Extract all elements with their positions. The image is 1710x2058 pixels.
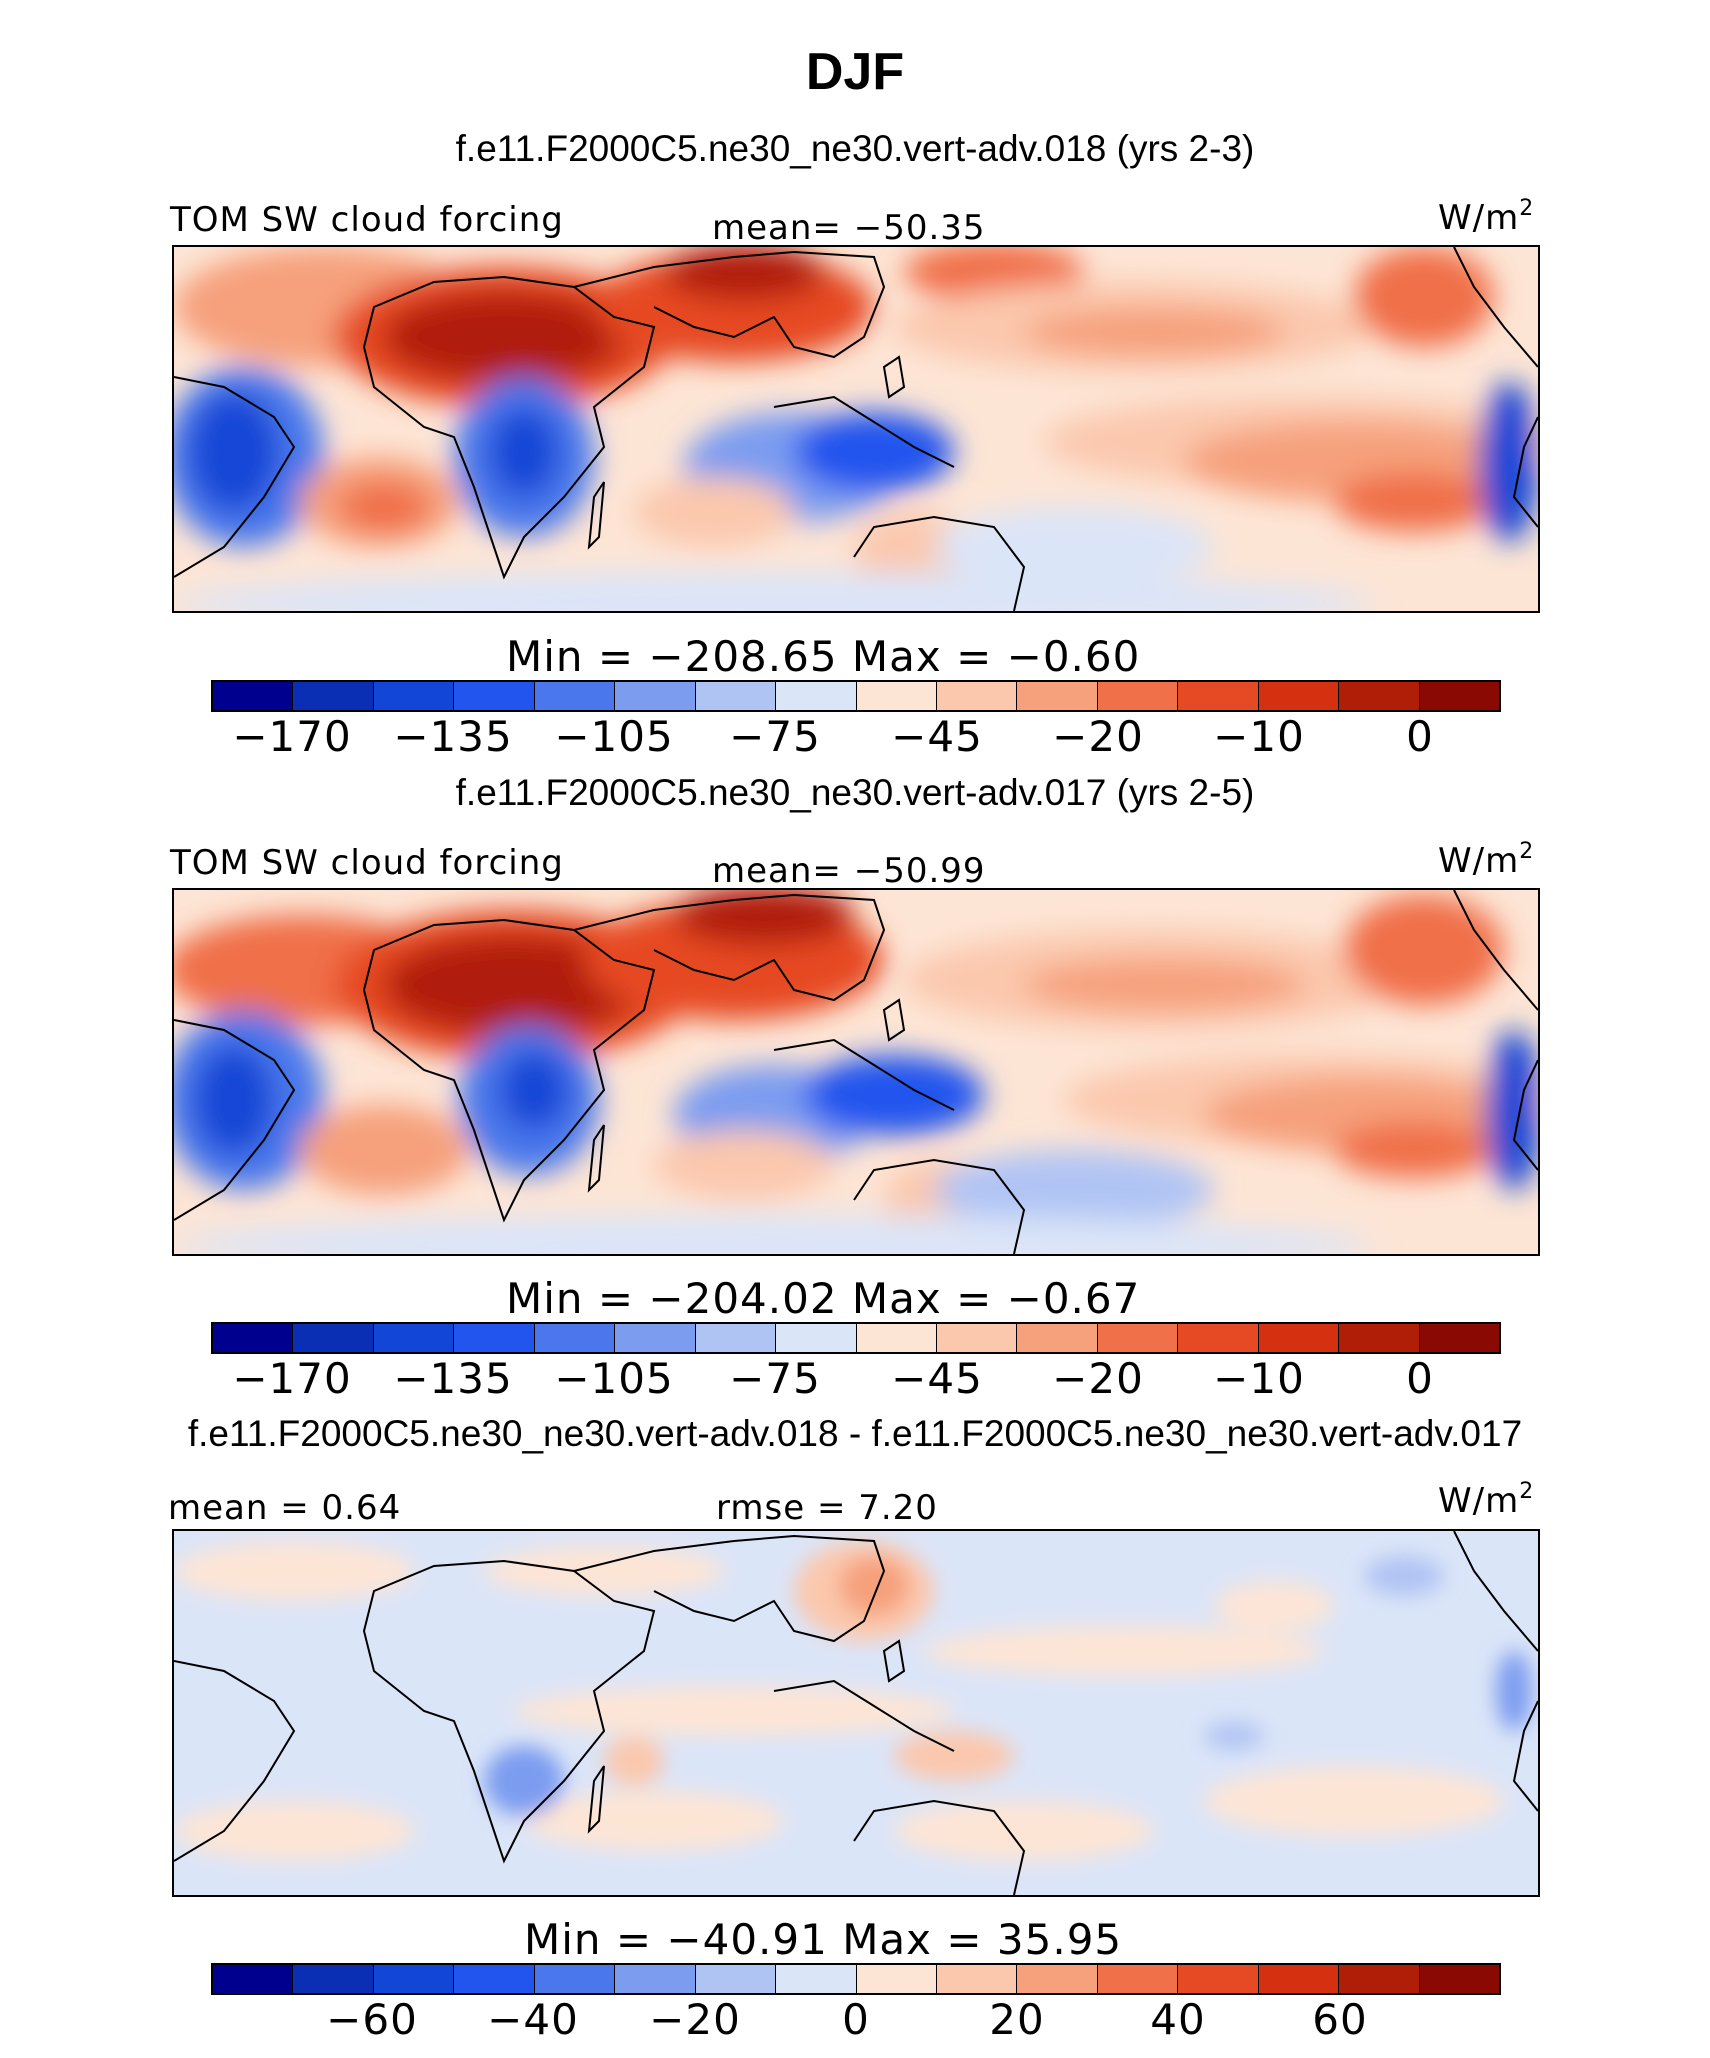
colorbar-swatch: [1258, 1324, 1340, 1352]
colorbar-swatch: [776, 1324, 857, 1352]
figure-title: DJF: [805, 43, 905, 101]
colorbar-swatch: [534, 1965, 616, 1993]
panel-2-colorbar-ticks: −170 −135 −105 −75 −45 −20 −10 0: [0, 1354, 1710, 1410]
colorbar-swatch: [856, 1324, 937, 1352]
panel-1-map: [172, 245, 1540, 613]
panel-2-units: W/m2: [1438, 839, 1535, 881]
colorbar-swatch: [695, 682, 777, 710]
colorbar-swatch: [373, 1965, 455, 1993]
colorbar-swatch: [615, 1324, 696, 1352]
colorbar-tick: −105: [554, 1354, 674, 1403]
colorbar-swatch: [213, 682, 294, 710]
colorbar-tick: −135: [393, 1354, 513, 1403]
panel-3-map: [172, 1529, 1540, 1897]
colorbar-swatch: [1419, 1324, 1499, 1352]
colorbar-swatch: [1419, 682, 1499, 710]
colorbar-swatch: [373, 1324, 455, 1352]
colorbar-tick: −40: [487, 1995, 579, 2044]
colorbar-swatch: [695, 1324, 777, 1352]
colorbar-tick: −105: [554, 712, 674, 761]
colorbar-tick: −20: [649, 1995, 741, 2044]
colorbar-swatch: [1017, 1965, 1098, 1993]
colorbar-swatch: [1339, 1324, 1420, 1352]
colorbar-swatch: [856, 1965, 937, 1993]
colorbar-swatch: [776, 1965, 857, 1993]
colorbar-swatch: [1258, 682, 1340, 710]
colorbar-swatch: [776, 682, 857, 710]
panel-2-variable-label: TOM SW cloud forcing: [170, 843, 564, 883]
colorbar-swatch: [373, 682, 455, 710]
colorbar-swatch: [1097, 1324, 1179, 1352]
panel-3-units: W/m2: [1438, 1479, 1535, 1521]
colorbar-swatch: [454, 682, 535, 710]
panel-3-rmse-label: rmse = 7.20: [716, 1488, 938, 1528]
colorbar-tick: 40: [1150, 1995, 1206, 2044]
colorbar-swatch: [1097, 682, 1179, 710]
colorbar-tick: 20: [989, 1995, 1045, 2044]
colorbar-swatch: [454, 1324, 535, 1352]
colorbar-tick: 0: [1406, 1354, 1434, 1403]
colorbar-swatch: [615, 1965, 696, 1993]
colorbar-swatch: [1178, 682, 1259, 710]
colorbar-swatch: [534, 682, 616, 710]
colorbar-tick: 0: [842, 1995, 870, 2044]
colorbar-tick: −10: [1213, 1354, 1305, 1403]
colorbar-tick: 60: [1312, 1995, 1368, 2044]
panel-2-min-max: Min = −204.02 Max = −0.67: [506, 1274, 1141, 1323]
colorbar-swatch: [936, 682, 1018, 710]
colorbar-tick: −45: [891, 712, 983, 761]
colorbar-tick: −75: [729, 1354, 821, 1403]
colorbar-swatch: [213, 1324, 294, 1352]
colorbar-tick: −60: [326, 1995, 418, 2044]
colorbar-swatch: [615, 682, 696, 710]
panel-3-title: f.e11.F2000C5.ne30_ne30.vert-adv.018 - f…: [187, 1413, 1523, 1454]
colorbar-swatch: [213, 1965, 294, 1993]
colorbar-tick: −135: [393, 712, 513, 761]
panel-2-title: f.e11.F2000C5.ne30_ne30.vert-adv.017 (yr…: [455, 772, 1255, 813]
colorbar-swatch: [1419, 1965, 1499, 1993]
panel-1-units: W/m2: [1438, 196, 1535, 238]
colorbar-swatch: [293, 1324, 374, 1352]
panel-2-map: [172, 888, 1540, 1256]
colorbar-tick: −10: [1213, 712, 1305, 761]
colorbar-tick: −170: [232, 1354, 352, 1403]
panel-1-min-max: Min = −208.65 Max = −0.60: [506, 632, 1141, 681]
colorbar-tick: 0: [1406, 712, 1434, 761]
colorbar-swatch: [1178, 1324, 1259, 1352]
colorbar-swatch: [1017, 1324, 1098, 1352]
colorbar-tick: −20: [1052, 712, 1144, 761]
panel-1-title: f.e11.F2000C5.ne30_ne30.vert-adv.018 (yr…: [455, 128, 1255, 169]
panel-1-colorbar: [211, 680, 1501, 712]
colorbar-swatch: [534, 1324, 616, 1352]
panel-1-colorbar-ticks: −170 −135 −105 −75 −45 −20 −10 0: [0, 712, 1710, 768]
colorbar-swatch: [454, 1965, 535, 1993]
panel-1-variable-label: TOM SW cloud forcing: [170, 200, 564, 240]
colorbar-swatch: [293, 682, 374, 710]
colorbar-swatch: [1339, 682, 1420, 710]
panel-3-colorbar: [211, 1963, 1501, 1995]
panel-2-colorbar: [211, 1322, 1501, 1354]
colorbar-tick: −20: [1052, 1354, 1144, 1403]
colorbar-swatch: [695, 1965, 777, 1993]
panel-3-colorbar-ticks: −60 −40 −20 0 20 40 60: [0, 1995, 1710, 2051]
colorbar-swatch: [936, 1324, 1018, 1352]
colorbar-swatch: [1017, 682, 1098, 710]
colorbar-swatch: [856, 682, 937, 710]
colorbar-tick: −45: [891, 1354, 983, 1403]
colorbar-tick: −170: [232, 712, 352, 761]
panel-1-mean-label: mean= −50.35: [712, 208, 986, 248]
panel-2-mean-label: mean= −50.99: [712, 851, 986, 891]
panel-3-min-max: Min = −40.91 Max = 35.95: [524, 1915, 1123, 1964]
colorbar-tick: −75: [729, 712, 821, 761]
colorbar-swatch: [293, 1965, 374, 1993]
colorbar-swatch: [1339, 1965, 1420, 1993]
panel-3-mean-label: mean = 0.64: [168, 1488, 402, 1528]
colorbar-swatch: [1097, 1965, 1179, 1993]
colorbar-swatch: [1258, 1965, 1340, 1993]
colorbar-swatch: [936, 1965, 1018, 1993]
colorbar-swatch: [1178, 1965, 1259, 1993]
